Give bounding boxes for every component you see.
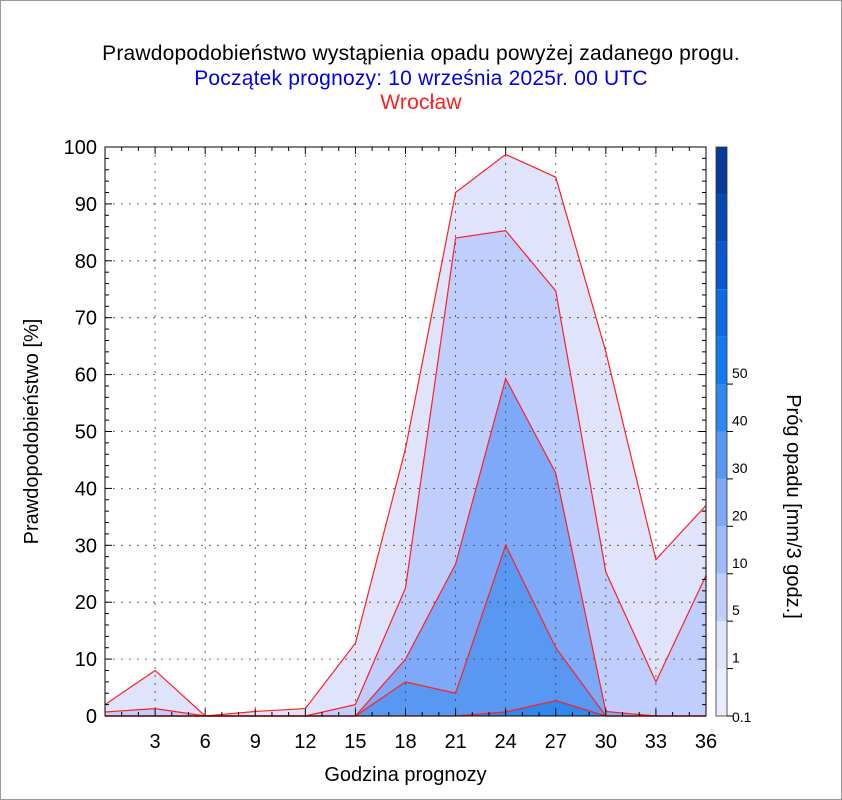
y-axis-label: Prawdopodobieństwo [%] [21, 319, 43, 545]
y-tick-label: 100 [64, 137, 97, 159]
y-tick-label: 90 [75, 194, 97, 216]
colorbar-tick-label: 0.1 [732, 709, 752, 725]
x-tick-label: 15 [344, 731, 366, 753]
x-tick-label: 6 [200, 731, 211, 753]
colorbar-tick-label: 10 [732, 555, 748, 571]
area-threshold-10 [105, 545, 706, 716]
colorbar-tick-label: 30 [732, 460, 748, 476]
y-axis-ticks: 0 10 20 30 40 50 60 70 80 90 100 [64, 137, 706, 728]
x-tick-label: 12 [294, 731, 316, 753]
colorbar-segment [716, 621, 727, 669]
x-tick-label: 21 [444, 731, 466, 753]
x-tick-label: 3 [150, 731, 161, 753]
y-tick-label: 0 [86, 706, 97, 728]
x-tick-label: 36 [695, 731, 717, 753]
colorbar-segment [716, 147, 727, 195]
colorbar-segment [716, 431, 727, 479]
colorbar-segment [716, 289, 727, 337]
colorbar-ticks: 0.1 1 5 10 20 30 40 50 [727, 365, 752, 725]
y-tick-label: 70 [75, 308, 97, 330]
colorbar-segment [716, 478, 727, 527]
y-tick-label: 10 [75, 649, 97, 671]
x-tick-label: 33 [645, 731, 667, 753]
area-threshold-5 [105, 378, 706, 716]
colorbar [715, 146, 728, 717]
colorbar-segment [716, 573, 727, 622]
colorbar-segment [716, 336, 727, 385]
colorbar-tick-label: 40 [732, 413, 748, 429]
y-tick-label: 40 [75, 478, 97, 500]
y-tick-label: 60 [75, 365, 97, 387]
x-axis-ticks: 3 6 9 12 15 18 21 24 27 30 33 36 [104, 147, 717, 753]
x-tick-label: 9 [250, 731, 261, 753]
x-tick-label: 27 [545, 731, 567, 753]
y-tick-label: 50 [75, 422, 97, 444]
colorbar-segment [716, 194, 727, 242]
x-tick-label: 18 [394, 731, 416, 753]
colorbar-label: Próg opadu [mm/3 godz.] [782, 394, 804, 619]
y-tick-label: 20 [75, 592, 97, 614]
y-tick-label: 80 [75, 251, 97, 273]
colorbar-tick-label: 1 [732, 650, 740, 666]
chart-title: Prawdopodobieństwo wystąpienia opadu pow… [102, 42, 740, 65]
forecast-start-subtitle: Początek prognozy: 10 września 2025r. 00… [194, 67, 648, 90]
colorbar-segment [716, 241, 727, 290]
colorbar-tick-label: 5 [732, 602, 740, 618]
location-label: Wrocław [380, 91, 462, 114]
x-axis-label: Godzina prognozy [324, 764, 486, 786]
x-tick-label: 30 [595, 731, 617, 753]
colorbar-segment [716, 668, 727, 716]
colorbar-segment [716, 526, 727, 574]
y-tick-label: 30 [75, 535, 97, 557]
x-tick-label: 24 [495, 731, 517, 753]
colorbar-tick-label: 50 [732, 365, 748, 381]
colorbar-segment [716, 384, 727, 432]
colorbar-tick-label: 20 [732, 507, 748, 523]
